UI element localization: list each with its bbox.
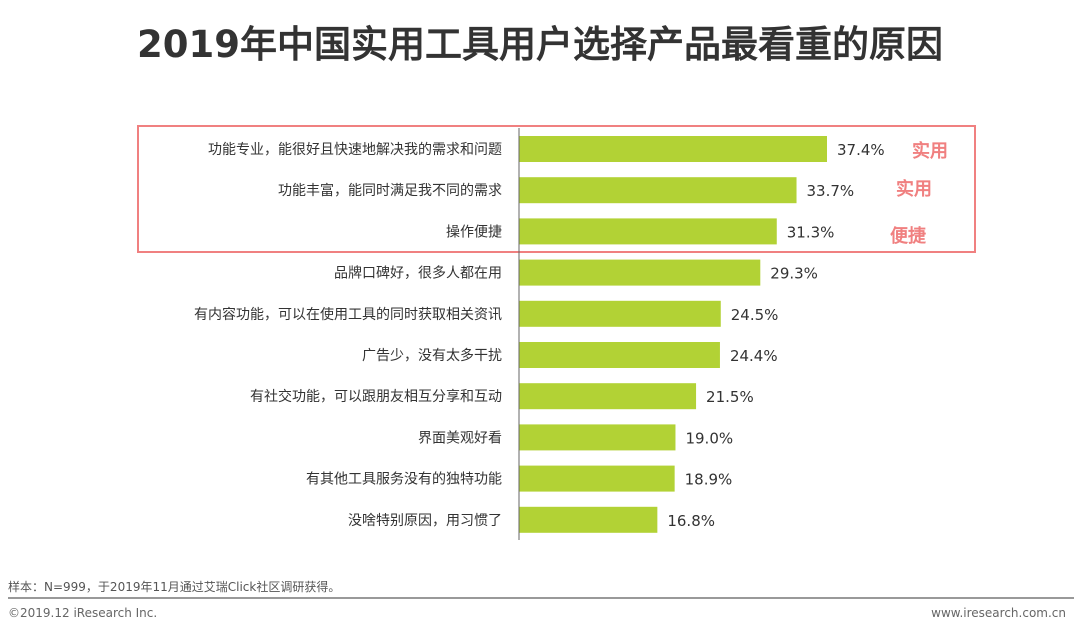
category-label: 功能专业，能很好且快速地解决我的需求和问题 [208, 142, 502, 158]
category-label: 有其他工具服务没有的独特功能 [306, 472, 502, 488]
annotation-label: 便捷 [890, 225, 927, 247]
bar [519, 342, 720, 368]
highlight-box [137, 125, 976, 253]
bar [519, 506, 658, 533]
category-label: 界面美观好看 [418, 430, 502, 446]
website: www.iresearch.com.cn [931, 606, 1066, 620]
data-label: 29.3% [770, 265, 818, 283]
bar [519, 465, 675, 492]
category-label: 品牌口碑好，很多人都在用 [334, 265, 502, 282]
bar-chart: 功能专业，能很好且快速地解决我的需求和问题 37.4% 功能丰富，能同时满足我不同的… [137, 125, 976, 540]
chart-title: 2019年中国实用工具用户选择产品最看重的原因 [137, 23, 943, 66]
category-label: 广告少，没有太多干扰 [362, 347, 502, 364]
footer-divider [8, 597, 1074, 599]
data-label: 21.5% [706, 388, 754, 406]
bar [519, 383, 697, 410]
category-label: 有社交功能，可以跟朋友相互分享和互动 [250, 388, 502, 405]
bar [519, 300, 721, 327]
data-label: 31.3% [787, 223, 835, 241]
data-label: 18.9% [685, 471, 733, 489]
annotation-label: 实用 [896, 178, 932, 200]
copyright: ©2019.12 iResearch Inc. [8, 606, 158, 620]
bar [519, 259, 761, 286]
data-label: 16.8% [667, 512, 715, 530]
bar [519, 424, 676, 451]
category-label: 功能丰富，能同时满足我不同的需求 [278, 182, 502, 199]
bar [519, 136, 827, 162]
source-note: 样本：N=999，于2019年11月通过艾瑞Click社区调研获得。 [8, 580, 341, 594]
data-label: 24.4% [730, 347, 778, 365]
annotation-label: 实用 [912, 140, 948, 162]
bar [519, 218, 777, 245]
category-label: 操作便捷 [446, 224, 502, 240]
data-label: 37.4% [837, 141, 885, 159]
category-label: 没啥特别原因，用习惯了 [348, 512, 502, 529]
category-label: 有内容功能，可以在使用工具的同时获取相关资讯 [194, 306, 502, 323]
data-label: 33.7% [807, 182, 855, 200]
data-label: 24.5% [731, 306, 779, 324]
data-label: 19.0% [685, 429, 733, 447]
bar [519, 177, 797, 204]
